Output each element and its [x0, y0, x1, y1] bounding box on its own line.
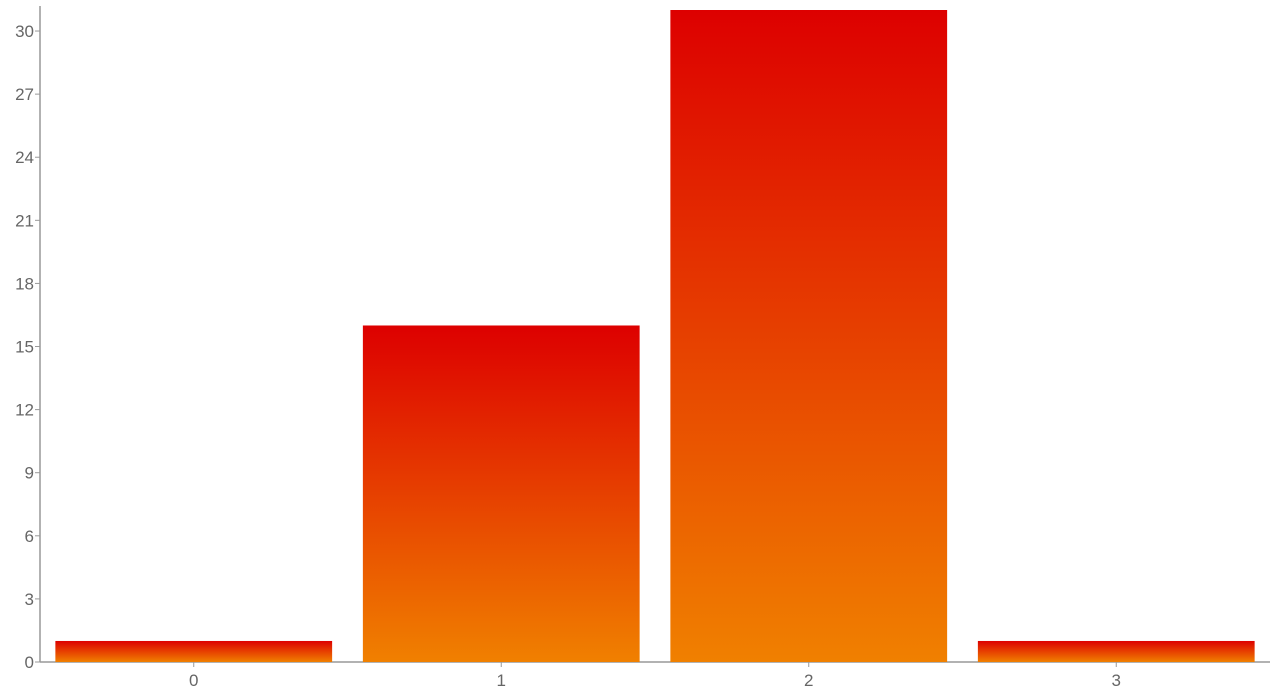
y-tick-label: 24	[15, 148, 34, 167]
bar-1	[362, 325, 640, 662]
y-axis: 0 3 6 9 12 15 18 21 24 27 30	[15, 6, 41, 672]
bar-3	[977, 640, 1255, 662]
bars	[55, 10, 1255, 662]
y-tick-label: 21	[15, 211, 34, 230]
y-tick-label: 3	[25, 590, 34, 609]
y-tick-label: 9	[25, 464, 34, 483]
x-tick-label: 1	[497, 671, 506, 690]
bar-0	[55, 640, 333, 662]
y-tick-label: 12	[15, 401, 34, 420]
y-tick-label: 30	[15, 22, 34, 41]
y-tick-label: 0	[25, 653, 34, 672]
y-tick-label: 18	[15, 274, 34, 293]
x-tick-label: 2	[804, 671, 813, 690]
y-tick-label: 6	[25, 527, 34, 546]
x-tick-label: 0	[189, 671, 198, 690]
y-tick-label: 27	[15, 85, 34, 104]
bar-2	[670, 10, 948, 662]
x-tick-label: 3	[1112, 671, 1121, 690]
x-axis: 0 1 2 3	[40, 661, 1270, 690]
y-tick-label: 15	[15, 338, 34, 357]
